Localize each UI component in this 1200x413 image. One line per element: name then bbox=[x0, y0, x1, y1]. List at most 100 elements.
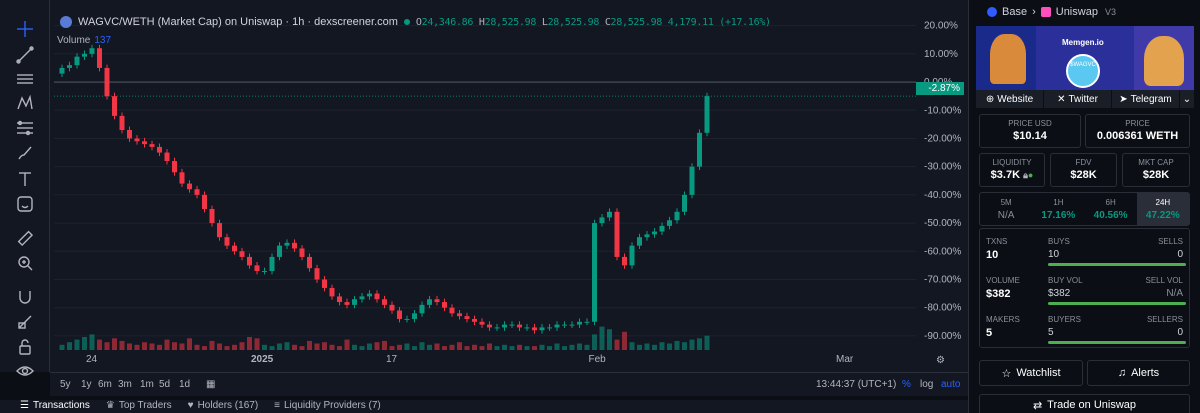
candle-body bbox=[382, 299, 387, 305]
open-value: 24,346.86 bbox=[421, 16, 474, 28]
twitter-button[interactable]: ✕ Twitter bbox=[1044, 90, 1112, 108]
candle-body bbox=[524, 327, 530, 329]
ruler-icon[interactable] bbox=[14, 227, 36, 249]
timeframe-3m[interactable]: 3m bbox=[118, 379, 132, 390]
candle-body bbox=[232, 245, 237, 252]
timeframe-5y[interactable]: 5y bbox=[60, 379, 71, 390]
candle-body bbox=[644, 234, 650, 238]
price-chart[interactable]: 20.00%10.00%0.00%-10.00%-20.00%-30.00%-4… bbox=[50, 0, 968, 372]
eye-icon[interactable] bbox=[14, 360, 36, 382]
auto-toggle[interactable]: auto bbox=[941, 379, 961, 390]
change-1h[interactable]: 1H 17.16% bbox=[1032, 193, 1084, 225]
y-tick-label: -90.00% bbox=[924, 331, 961, 342]
candle-body bbox=[269, 256, 275, 272]
timeframe-1m[interactable]: 1m bbox=[140, 379, 154, 390]
text-icon[interactable] bbox=[14, 168, 36, 190]
x-tick-label: 2025 bbox=[251, 354, 274, 365]
bottom-tabs: ☰ Transactions ♛ Top Traders ♥ Holders (167… bbox=[0, 400, 968, 413]
candle-body bbox=[389, 304, 395, 311]
drawing-toolbar bbox=[0, 0, 50, 376]
tab-transactions[interactable]: ☰ Transactions bbox=[20, 400, 90, 413]
dex-name[interactable]: Uniswap bbox=[1055, 6, 1098, 18]
volume-bar bbox=[382, 340, 387, 350]
percent-toggle[interactable]: % bbox=[902, 379, 911, 390]
uniswap-icon bbox=[1040, 7, 1051, 17]
pattern-icon[interactable] bbox=[14, 92, 36, 114]
change-5m[interactable]: 5M N/A bbox=[980, 193, 1032, 225]
timeframe-5d[interactable]: 5d bbox=[159, 379, 171, 390]
volume-bar bbox=[209, 340, 215, 350]
panel-resize-handle[interactable] bbox=[0, 396, 968, 400]
watchlist-button[interactable]: ☆ Watchlist bbox=[979, 360, 1083, 386]
volume-bar bbox=[464, 346, 470, 350]
volume-bar bbox=[607, 329, 612, 350]
trade-button[interactable]: ⇄ Trade on Uniswap bbox=[979, 394, 1190, 413]
timeframe-6m[interactable]: 6m bbox=[98, 379, 112, 390]
volume-bar bbox=[569, 344, 575, 350]
y-tick-label: -70.00% bbox=[924, 274, 961, 285]
doge-muscle-image bbox=[1144, 36, 1184, 86]
candle-body bbox=[449, 307, 455, 314]
chevron-right-icon: › bbox=[1032, 6, 1036, 18]
tab-top-traders[interactable]: ♛ Top Traders bbox=[106, 400, 172, 413]
change-24h[interactable]: 24H 47.22% bbox=[1136, 193, 1189, 225]
candle-body bbox=[97, 48, 102, 68]
tab-holders[interactable]: ♥ Holders (167) bbox=[188, 400, 259, 413]
website-button[interactable]: ⊕ Website bbox=[976, 90, 1044, 108]
change-6h[interactable]: 6H 40.56% bbox=[1085, 193, 1137, 225]
candle-body bbox=[419, 304, 425, 314]
volume-bar bbox=[682, 342, 687, 350]
candle-body bbox=[187, 183, 192, 190]
candle-body bbox=[352, 299, 357, 305]
settings-icon[interactable]: ⚙ bbox=[936, 355, 945, 366]
emoji-icon[interactable] bbox=[14, 193, 36, 215]
volume-bar bbox=[637, 344, 642, 350]
volume-bar bbox=[337, 346, 342, 350]
zoom-in-icon[interactable] bbox=[14, 252, 36, 274]
crosshair-icon[interactable] bbox=[14, 18, 36, 40]
volume-bar bbox=[262, 344, 267, 350]
horizontal-lines-icon[interactable] bbox=[14, 68, 36, 90]
alerts-button[interactable]: ♫ Alerts bbox=[1087, 360, 1190, 386]
candle-body bbox=[562, 324, 567, 326]
lock-drawing-icon[interactable] bbox=[14, 311, 36, 333]
lock-icon[interactable] bbox=[14, 336, 36, 358]
telegram-button[interactable]: ➤ Telegram bbox=[1112, 90, 1180, 108]
candle-body bbox=[674, 211, 680, 221]
token-logo: $WAGVC bbox=[1066, 54, 1100, 88]
candle-body bbox=[404, 318, 410, 320]
volume-bar bbox=[232, 344, 237, 350]
y-tick-label: -10.00% bbox=[924, 105, 961, 116]
candle-body bbox=[697, 132, 702, 167]
timeframe-1y[interactable]: 1y bbox=[81, 379, 92, 390]
volume-bar bbox=[697, 338, 702, 350]
chain-name[interactable]: Base bbox=[1002, 6, 1028, 18]
x-icon: ✕ bbox=[1057, 93, 1066, 105]
candle-body bbox=[547, 327, 552, 329]
volume-bar bbox=[352, 344, 357, 350]
brush-icon[interactable] bbox=[14, 142, 36, 164]
volume-bar bbox=[202, 346, 207, 350]
fib-icon[interactable] bbox=[14, 117, 36, 139]
magnet-icon[interactable] bbox=[14, 286, 36, 308]
candle-body bbox=[412, 313, 417, 319]
volume-bar bbox=[134, 344, 140, 350]
volume-bar bbox=[659, 342, 665, 350]
tab-liquidity-providers[interactable]: ≡ Liquidity Providers (7) bbox=[274, 400, 381, 413]
log-toggle[interactable]: log bbox=[920, 379, 934, 390]
price-usd-value: $10.14 bbox=[1013, 130, 1047, 142]
volume-value: $382 bbox=[986, 288, 1011, 300]
trendline-icon[interactable] bbox=[14, 44, 36, 66]
timeframe-1d[interactable]: 1d bbox=[179, 379, 191, 390]
mktcap-label: MKT CAP bbox=[1138, 158, 1174, 167]
candle-body bbox=[584, 321, 590, 323]
candle-body bbox=[652, 231, 657, 235]
website-label: Website bbox=[997, 93, 1034, 105]
more-chevron-icon[interactable]: ⌄ bbox=[1182, 93, 1192, 105]
candle-body bbox=[292, 242, 297, 249]
volume-bar bbox=[247, 337, 252, 350]
calendar-icon[interactable]: ▦ bbox=[206, 379, 216, 390]
volume-bar bbox=[397, 344, 402, 350]
liquidity-label: LIQUIDITY bbox=[992, 158, 1032, 167]
telegram-label: Telegram bbox=[1130, 93, 1172, 105]
